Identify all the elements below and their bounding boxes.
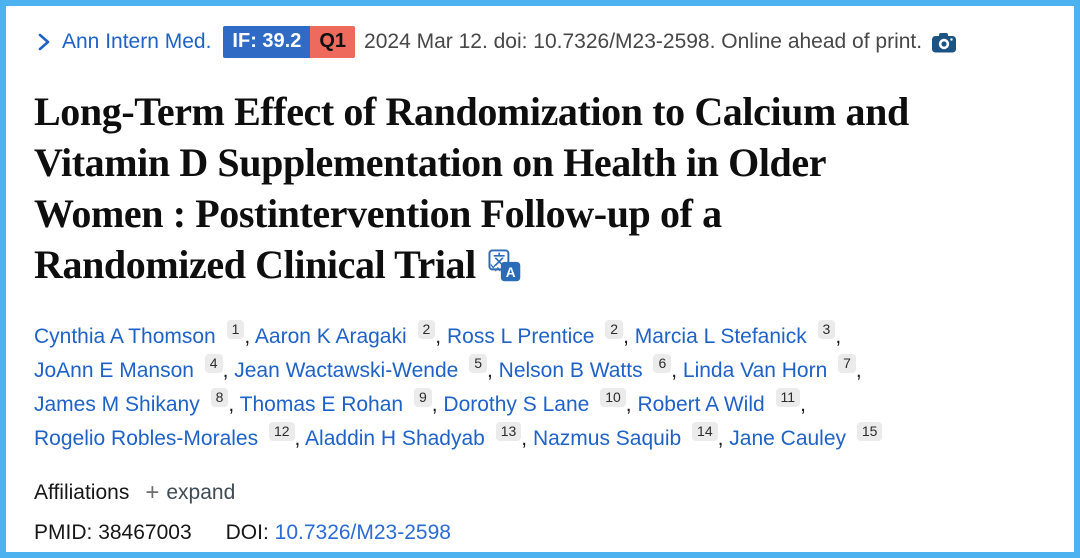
author-affiliation-number: 13: [495, 422, 522, 441]
author-link[interactable]: Jane Cauley: [729, 427, 847, 450]
author-link[interactable]: Rogelio Robles-Morales: [34, 427, 259, 450]
pmid-value: 38467003: [98, 521, 192, 544]
author-line: JoAnn E Manson 4, Jean Wactawski-Wende 5…: [34, 354, 862, 382]
author-affiliation-number: 10: [600, 388, 626, 407]
author-affiliation-number: 9: [413, 388, 432, 407]
author-link[interactable]: Dorothy S Lane: [443, 393, 590, 416]
author-line: James M Shikany 8, Thomas E Rohan 9, Dor…: [34, 388, 806, 416]
author-link[interactable]: James M Shikany: [34, 393, 200, 416]
author-affiliation-number: 11: [775, 388, 801, 407]
citation-text: 2024 Mar 12. doi: 10.7326/M23-2598. Onli…: [364, 30, 923, 53]
translate-icon[interactable]: A: [488, 243, 521, 294]
author-link[interactable]: Linda Van Horn: [682, 359, 828, 382]
title-line: Vitamin D Supplementation on Health in O…: [34, 140, 827, 185]
expand-label: expand: [166, 481, 236, 504]
author-link[interactable]: Marcia L Stefanick: [634, 325, 807, 348]
author-affiliation-number: 2: [605, 320, 624, 339]
author-link[interactable]: Jean Wactawski-Wende: [234, 359, 459, 382]
affiliations-expand-button[interactable]: + expand: [145, 478, 235, 508]
author-affiliation-number: 7: [838, 354, 856, 373]
author-line: Cynthia A Thomson 1, Aaron K Aragaki 2, …: [34, 320, 842, 348]
affiliations-label: Affiliations: [34, 481, 130, 504]
author-affiliation-number: 12: [268, 422, 295, 441]
author-affiliation-number: 4: [204, 354, 223, 373]
identifiers-row: PMID: 38467003 DOI: 10.7326/M23-2598: [34, 518, 1046, 548]
impact-factor-badge: IF: 39.2: [223, 26, 311, 58]
journal-header-row: Ann Intern Med. IF: 39.2 Q1 2024 Mar 12.…: [34, 26, 1046, 58]
author-link[interactable]: Aladdin H Shadyab: [305, 427, 485, 450]
author-affiliation-number: 15: [856, 422, 883, 441]
quartile-badge: Q1: [310, 26, 356, 58]
author-affiliation-number: 5: [469, 354, 487, 373]
article-title: Long-Term Effect of Randomization to Cal…: [34, 86, 1046, 294]
doi-group: DOI: 10.7326/M23-2598: [226, 521, 451, 544]
author-link[interactable]: JoAnn E Manson: [34, 359, 194, 382]
journal-metric-badges: IF: 39.2 Q1: [223, 26, 356, 58]
author-link[interactable]: Nazmus Saquib: [532, 427, 682, 450]
author-affiliation-number: 6: [653, 354, 672, 373]
title-line: Women : Postintervention Follow-up of a: [34, 191, 722, 236]
chevron-right-icon[interactable]: [34, 31, 53, 53]
author-link[interactable]: Robert A Wild: [637, 393, 765, 416]
author-link[interactable]: Aaron K Aragaki: [254, 325, 407, 348]
title-line: Randomized Clinical Trial: [34, 242, 476, 287]
journal-link[interactable]: Ann Intern Med.: [62, 30, 212, 53]
author-link[interactable]: Thomas E Rohan: [239, 393, 404, 416]
affiliations-row: Affiliations + expand: [34, 478, 1046, 508]
pmid-label: PMID:: [34, 521, 93, 544]
author-affiliation-number: 14: [692, 422, 718, 441]
title-line: Long-Term Effect of Randomization to Cal…: [34, 89, 909, 134]
camera-icon[interactable]: [932, 32, 957, 53]
author-affiliation-number: 3: [817, 320, 836, 339]
author-link[interactable]: Cynthia A Thomson: [34, 325, 216, 348]
author-affiliation-number: 8: [210, 388, 229, 407]
doi-label: DOI:: [225, 521, 269, 544]
svg-text:A: A: [506, 265, 516, 280]
pmid-group: PMID: 38467003: [34, 521, 192, 544]
author-link[interactable]: Nelson B Watts: [498, 359, 643, 382]
author-affiliation-number: 2: [417, 320, 436, 339]
author-list: Cynthia A Thomson 1, Aaron K Aragaki 2, …: [34, 320, 1046, 456]
author-line: Rogelio Robles-Morales 12, Aladdin H Sha…: [34, 422, 1046, 456]
author-link[interactable]: Ross L Prentice: [446, 325, 595, 348]
doi-link[interactable]: 10.7326/M23-2598: [274, 521, 451, 544]
author-affiliation-number: 1: [226, 320, 245, 339]
plus-icon: +: [145, 479, 160, 506]
